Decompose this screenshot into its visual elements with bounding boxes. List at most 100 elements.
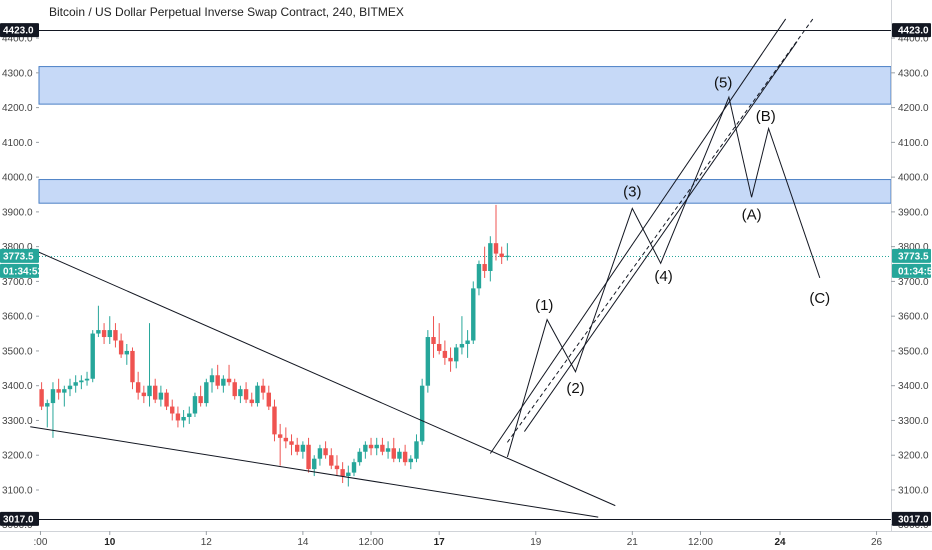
candle-body [397,451,402,459]
candle-body [255,385,260,404]
candle-body [385,448,391,452]
candle-body [334,465,340,470]
candle-body [198,396,203,404]
candle-body [101,330,107,338]
price-tag-right [892,248,931,263]
price-tag-left [0,23,39,38]
wave-label: (5) [714,75,732,92]
candle-body [351,462,357,473]
price-tick-label: 3300.0 [898,416,929,427]
candle-body [295,444,300,452]
candle-body [221,378,226,386]
candle-body [113,330,118,341]
price-tick-label: 3100.0 [898,485,929,496]
candle-body [192,396,198,414]
candle-body [175,413,181,421]
candle-body [90,333,95,379]
candle-body [204,382,209,404]
candlestick-series [39,204,510,487]
price-tick-label: 4200.0 [898,103,929,114]
candle-body [209,375,215,383]
time-tick-label: 26 [871,537,883,548]
candle-body [442,350,448,358]
candle-body [391,448,396,459]
wave-labels: (1) (2) (3) (4) (5) (B) (A) (C) [535,75,830,397]
candle-body [124,350,129,355]
price-tick-label: 3600.0 [2,312,33,323]
price-tick-label: 4300.0 [2,68,33,79]
time-tick-label: 12:00 [359,537,384,548]
trend-line [30,426,599,518]
price-tags: 4423.0 4423.0 3017.0 3017.0 3773.5 3773.5 01:3… [0,23,932,526]
price-tick-label: 3200.0 [2,451,33,462]
price-tick-label: 3600.0 [898,312,929,323]
time-tick-label: :00 [34,537,48,548]
candle-body [408,458,413,463]
time-tick-label: 24 [774,537,786,548]
candle-body [374,444,379,449]
price-tick-label: 4000.0 [898,173,929,184]
trend-line [523,41,798,432]
candle-body [431,337,436,344]
price-tick-label: 3700.0 [2,277,33,288]
candle-body [465,340,470,344]
candle-body [153,385,158,400]
candle-body [459,343,465,348]
candle-body [158,392,164,400]
price-tag-label: 3773.5 [898,251,929,262]
candle-body [118,340,124,355]
candle-body [505,255,510,258]
candle-body [277,434,283,438]
wave-label: (1) [535,297,553,314]
price-tag-label: 3773.5 [3,251,34,262]
candle-body [170,406,175,414]
countdown-label: 01:34:53 [898,266,932,277]
price-tick-label: 3800.0 [898,242,929,253]
wave-label: (C) [809,290,830,307]
time-tick-label: 21 [627,537,639,548]
price-tick-label: 4100.0 [2,138,33,149]
candle-body [135,382,141,393]
price-tick-label: 3200.0 [898,451,929,462]
time-tick-label: 19 [530,537,542,548]
candle-body [363,444,368,452]
price-tag-label: 4423.0 [3,26,34,37]
price-tag-label: 3017.0 [898,514,929,525]
price-axis[interactable]: 3000.03000.03100.03100.03200.03200.03300… [2,34,929,532]
chart-title: Bitcoin / US Dollar Perpetual Inverse Sw… [49,5,404,19]
price-tick-label: 3700.0 [898,277,929,288]
candle-body [272,406,277,435]
candle-body [289,441,294,445]
candle-body [368,444,374,449]
channel-midline [506,16,815,443]
candle-body [249,399,254,404]
candle-body [306,444,311,470]
time-tick-label: 10 [104,537,116,548]
candle-body [50,389,56,404]
candle-body [96,330,101,334]
candle-body [402,451,408,463]
price-tag-left [0,511,39,526]
countdown-tag [0,263,39,278]
candle-body [73,382,78,386]
price-tick-label: 3800.0 [2,242,33,253]
price-tick-label: 4000.0 [2,173,33,184]
candle-body [414,441,419,459]
candle-body [300,444,306,452]
time-axis[interactable]: :00 10 12 14 12:00 17 19 21 12:00 24 26 [34,531,883,548]
wave-label: (2) [566,380,584,397]
trend-line [30,247,616,507]
candle-body [488,243,493,271]
wave-label: (B) [756,108,776,125]
price-tag-right [892,511,931,526]
candle-body [130,350,135,383]
wave-label: (A) [742,207,762,224]
candle-body [226,378,232,383]
countdown-tag [892,263,931,278]
candle-body [266,392,271,407]
trend-line [489,18,787,454]
candle-body [471,288,476,341]
candle-body [482,264,487,271]
candle-body [283,437,289,442]
candle-body [164,392,169,407]
